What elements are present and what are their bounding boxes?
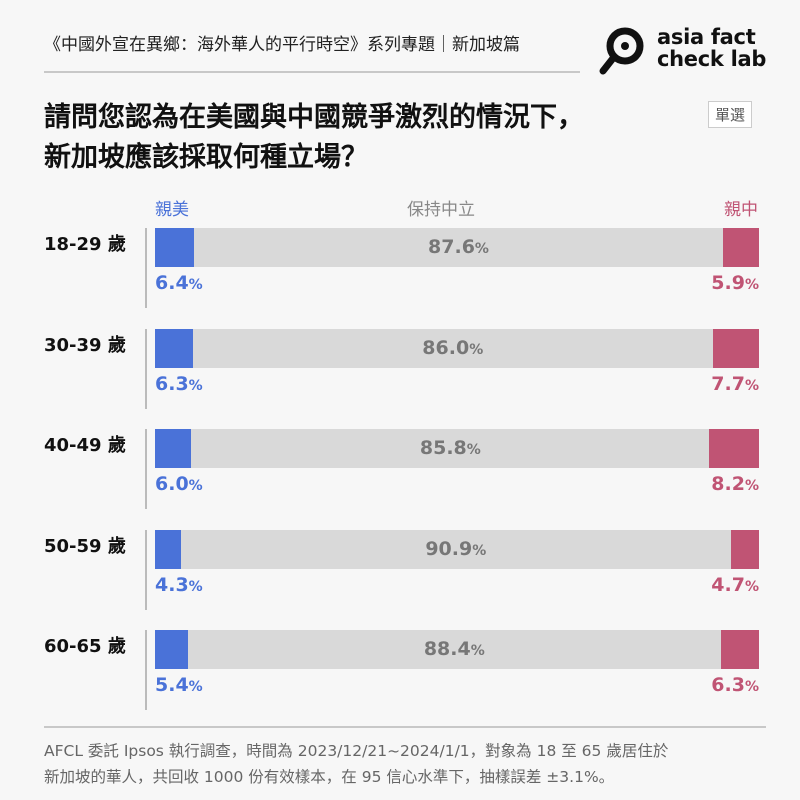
- neutral-value-label: 90.9%: [425, 537, 487, 560]
- bar-pro-us: [155, 228, 194, 267]
- row-axis-line: [145, 630, 147, 710]
- pro-us-value-label: 5.4%: [155, 674, 203, 696]
- row-axis-line: [145, 429, 147, 509]
- neutral-value-label: 86.0%: [422, 336, 484, 359]
- question-line2: 新加坡應該採取何種立場？: [44, 142, 368, 173]
- bar-neutral: 86.0%: [155, 328, 759, 368]
- bar-pro-china: [723, 228, 759, 267]
- pro-china-value-label: 7.7%: [711, 372, 759, 395]
- question-line1: 請問您認為在美國與中國競爭激烈的情況下，: [44, 102, 584, 133]
- neutral-value-label: 87.6%: [428, 236, 489, 258]
- bar-row: 40-49 歲 85.8% 6.0% 8.2%: [0, 429, 800, 529]
- bar-row: 50-59 歲 90.9% 4.3% 4.7%: [0, 529, 800, 630]
- row-axis-line: [145, 228, 147, 308]
- bar-neutral: 90.9%: [155, 529, 759, 569]
- chart-question: 請問您認為在美國與中國競爭激烈的情況下， 新加坡應該採取何種立場？: [44, 98, 584, 178]
- bar-row: 18-29 歲 87.6% 6.4% 5.9%: [0, 228, 800, 328]
- logo-text: asia fact check lab: [657, 26, 766, 70]
- age-label: 50-59 歲: [44, 535, 126, 557]
- pro-china-value-label: 4.7%: [711, 573, 759, 596]
- logo-text-line1: asia fact: [657, 25, 756, 49]
- age-label: 18-29 歲: [44, 234, 126, 255]
- pro-us-value-label: 6.0%: [155, 473, 203, 495]
- row-axis-line: [145, 328, 147, 409]
- legend-pro-us: 親美: [155, 200, 189, 220]
- bar-pro-us: [155, 630, 188, 669]
- logo: asia fact check lab: [597, 26, 767, 78]
- pro-china-value-label: 8.2%: [711, 473, 759, 495]
- neutral-value-label: 85.8%: [419, 437, 481, 459]
- pro-china-value-label: 6.3%: [711, 674, 759, 696]
- age-label: 30-39 歲: [44, 334, 126, 356]
- top-divider: [44, 71, 580, 73]
- bar-pro-china: [709, 429, 759, 468]
- bar-row: 30-39 歲 86.0% 6.3% 7.7%: [0, 328, 800, 429]
- magnifier-logo-icon: [599, 27, 644, 75]
- bar-neutral: 87.6%: [155, 228, 759, 267]
- age-label: 60-65 歲: [44, 636, 126, 657]
- row-axis-line: [145, 529, 147, 610]
- pro-us-value-label: 6.4%: [155, 272, 203, 294]
- pro-china-value-label: 5.9%: [711, 272, 759, 294]
- bar-pro-us: [155, 529, 181, 569]
- age-label: 40-49 歲: [44, 435, 126, 456]
- neutral-value-label: 88.4%: [423, 638, 485, 660]
- bar-pro-us: [155, 429, 192, 468]
- bar-row: 60-65 歲 88.4% 5.4% 6.3%: [0, 630, 800, 730]
- bar-neutral: 85.8%: [155, 429, 759, 468]
- footnote-line2: 新加坡的華人，共回收 1000 份有效樣本，在 95 信心水準下，抽樣誤差 ±3…: [44, 768, 615, 786]
- bar-pro-china: [730, 529, 759, 569]
- footnote: AFCL 委託 Ipsos 執行調查，時間為 2023/12/21~2024/1…: [44, 738, 774, 790]
- pro-us-value-label: 4.3%: [155, 573, 203, 596]
- bar-pro-china: [720, 630, 759, 669]
- logo-text-line2: check lab: [657, 47, 767, 71]
- footnote-line1: AFCL 委託 Ipsos 執行調查，時間為 2023/12/21~2024/1…: [44, 742, 669, 760]
- bar-neutral: 88.4%: [155, 630, 759, 669]
- bottom-divider: [44, 726, 766, 728]
- bar-pro-china: [712, 328, 759, 368]
- bar-pro-us: [155, 328, 194, 368]
- single-choice-badge: 單選: [708, 101, 753, 128]
- series-title: 《中國外宣在異鄉：海外華人的平行時空》系列專題｜新加坡篇: [44, 35, 520, 55]
- legend-pro-china: 親中: [724, 200, 758, 220]
- legend-neutral: 保持中立: [407, 200, 475, 220]
- pro-us-value-label: 6.3%: [155, 372, 203, 395]
